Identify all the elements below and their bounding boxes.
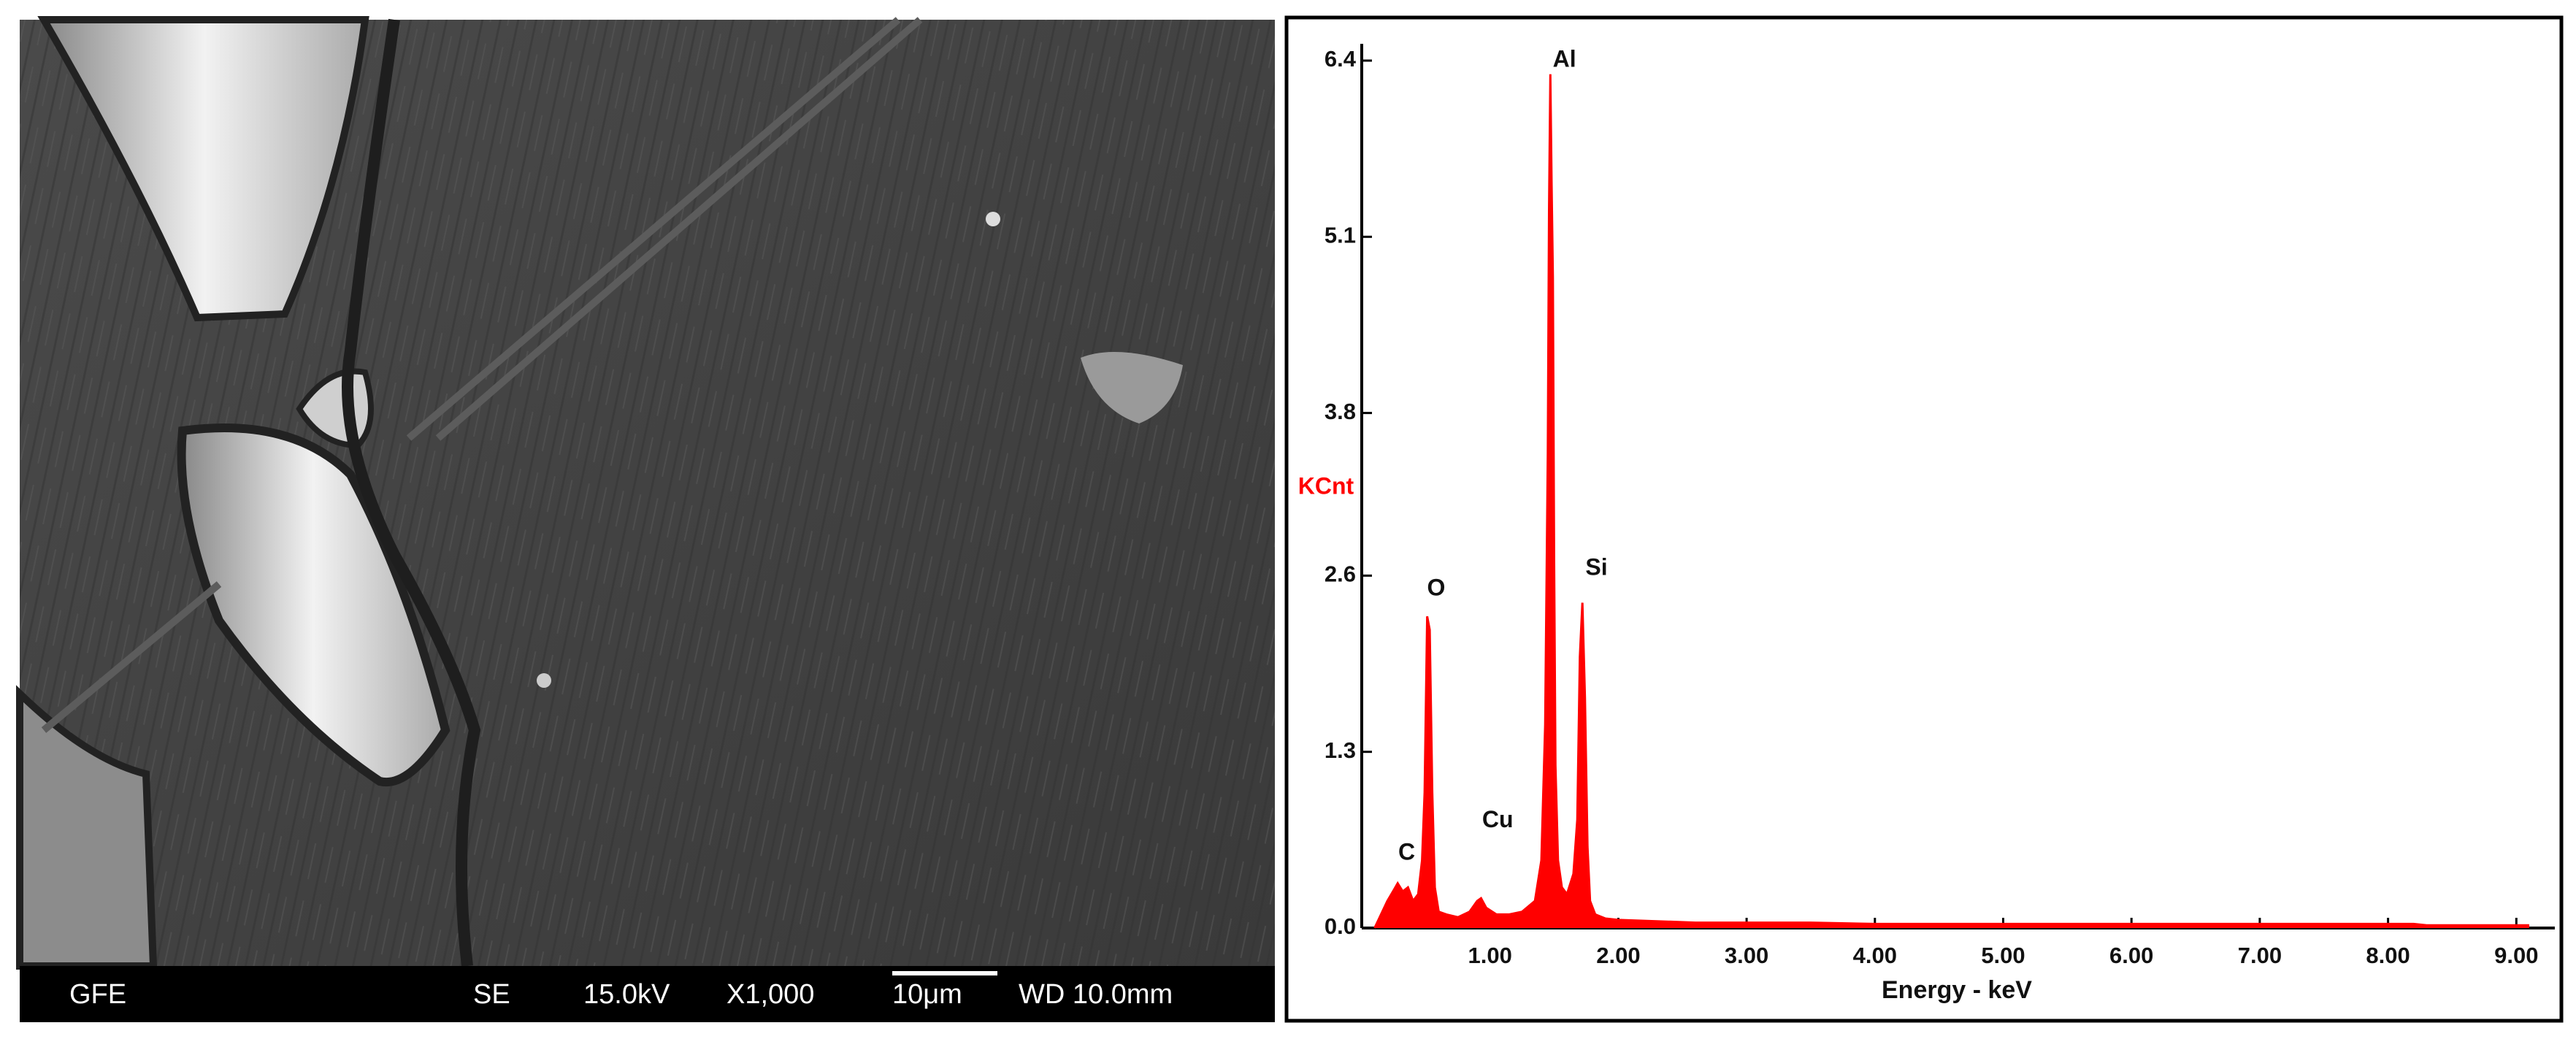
y-tick-label: 5.1 — [1325, 223, 1356, 248]
peak-label: O — [1427, 574, 1445, 600]
peak-label: Si — [1585, 554, 1607, 580]
sem-info: 15.0kV — [583, 979, 670, 1010]
y-tick-label: 1.3 — [1325, 737, 1356, 763]
x-tick-label: 2.00 — [1596, 943, 1640, 968]
x-tick-label: 7.00 — [2238, 943, 2282, 968]
x-axis-label: Energy - keV — [1882, 976, 2032, 1004]
sem-info: SE — [473, 979, 510, 1010]
peak-label: Cu — [1482, 806, 1514, 832]
y-tick-label: 2.6 — [1325, 561, 1356, 587]
sem-info: WD 10.0mm — [1019, 979, 1173, 1010]
x-tick-label: 6.00 — [2109, 943, 2153, 968]
sem-image: GFE SE 15.0kV X1,000 10μm WD 10.0mm — [16, 16, 1275, 1022]
y-tick-label: 3.8 — [1325, 399, 1356, 424]
y-tick-label: 6.4 — [1325, 46, 1357, 72]
spectrum — [1373, 74, 2529, 929]
sem-info: X1,000 — [727, 979, 814, 1010]
chart: KCnt Energy - keV 0.0 1.3 2.6 3.8 5.1 6.4 1.00… — [1298, 44, 2555, 1004]
peak-label: C — [1398, 838, 1415, 864]
y-tick-label: 0.0 — [1325, 913, 1356, 939]
chart-frame — [1284, 15, 2564, 1023]
x-tick-label: 9.00 — [2494, 943, 2538, 968]
x-tick-label: 8.00 — [2366, 943, 2410, 968]
x-tick-label: 1.00 — [1468, 943, 1512, 968]
peak-label: Al — [1553, 45, 1576, 72]
x-tick-label: 5.00 — [1981, 943, 2025, 968]
scale-bar-label: 10μm — [892, 979, 962, 1010]
x-tick-label: 3.00 — [1725, 943, 1768, 968]
x-tick-label: 4.00 — [1853, 943, 1897, 968]
y-axis-label: KCnt — [1298, 472, 1354, 499]
sem-info: GFE — [69, 979, 126, 1010]
